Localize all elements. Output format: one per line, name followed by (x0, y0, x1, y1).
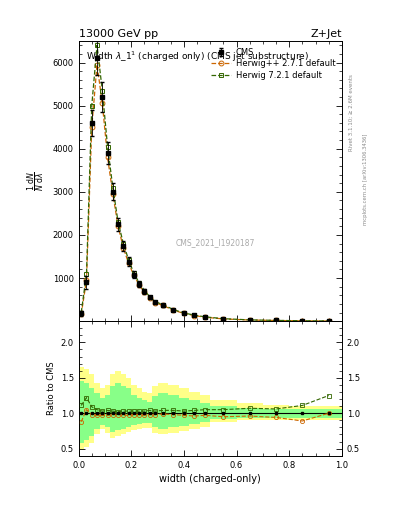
Y-axis label: Ratio to CMS: Ratio to CMS (48, 361, 57, 415)
Herwig++ 2.7.1 default (126, 260, 131, 266)
Herwig++ 2.7.1 default (326, 318, 331, 324)
Herwig++ 2.7.1 default (203, 314, 208, 321)
Herwig 7.2.1 default (100, 88, 105, 94)
Herwig++ 2.7.1 default (105, 154, 110, 160)
Herwig 7.2.1 default (326, 318, 331, 324)
Herwig++ 2.7.1 default (142, 289, 147, 295)
Herwig++ 2.7.1 default (147, 295, 152, 301)
Herwig++ 2.7.1 default (160, 303, 165, 309)
Herwig 7.2.1 default (84, 271, 89, 277)
Herwig 7.2.1 default (274, 317, 278, 324)
Herwig 7.2.1 default (126, 257, 131, 263)
Herwig 7.2.1 default (110, 184, 115, 190)
Herwig++ 2.7.1 default (152, 300, 157, 306)
Herwig 7.2.1 default (105, 143, 110, 150)
Text: mcplots.cern.ch [arXiv:1306.3436]: mcplots.cern.ch [arXiv:1306.3436] (363, 134, 368, 225)
Herwig 7.2.1 default (132, 270, 136, 276)
Herwig++ 2.7.1 default (132, 272, 136, 279)
Text: Rivet 3.1.10; ≥ 2.6M events: Rivet 3.1.10; ≥ 2.6M events (349, 74, 354, 151)
Herwig++ 2.7.1 default (182, 310, 186, 316)
Herwig 7.2.1 default (147, 293, 152, 300)
Herwig 7.2.1 default (203, 314, 208, 320)
Herwig 7.2.1 default (221, 315, 226, 322)
Herwig++ 2.7.1 default (79, 311, 84, 317)
Text: Z+Jet: Z+Jet (310, 29, 342, 39)
Herwig 7.2.1 default (300, 317, 305, 324)
Herwig++ 2.7.1 default (90, 124, 94, 130)
Herwig 7.2.1 default (137, 280, 141, 286)
Herwig++ 2.7.1 default (300, 318, 305, 324)
Herwig++ 2.7.1 default (248, 317, 252, 323)
Herwig++ 2.7.1 default (137, 282, 141, 288)
Herwig 7.2.1 default (182, 310, 186, 316)
Herwig++ 2.7.1 default (121, 245, 126, 251)
Herwig++ 2.7.1 default (84, 277, 89, 283)
Text: 13000 GeV pp: 13000 GeV pp (79, 29, 158, 39)
Herwig++ 2.7.1 default (110, 191, 115, 197)
Herwig++ 2.7.1 default (171, 307, 176, 313)
Herwig 7.2.1 default (90, 102, 94, 109)
Herwig 7.2.1 default (160, 302, 165, 308)
Herwig 7.2.1 default (95, 42, 99, 48)
Herwig++ 2.7.1 default (221, 316, 226, 322)
Herwig++ 2.7.1 default (95, 61, 99, 68)
Herwig++ 2.7.1 default (192, 312, 197, 318)
Herwig 7.2.1 default (171, 307, 176, 313)
Legend: CMS, Herwig++ 2.7.1 default, Herwig 7.2.1 default: CMS, Herwig++ 2.7.1 default, Herwig 7.2.… (208, 45, 338, 82)
Y-axis label: $\frac{1}{N}\frac{\mathrm{d}N}{\mathrm{d}\lambda}$: $\frac{1}{N}\frac{\mathrm{d}N}{\mathrm{d… (26, 171, 47, 191)
Herwig 7.2.1 default (248, 317, 252, 323)
Herwig 7.2.1 default (192, 312, 197, 318)
Herwig++ 2.7.1 default (274, 317, 278, 324)
Text: CMS_2021_I1920187: CMS_2021_I1920187 (176, 238, 255, 247)
Herwig++ 2.7.1 default (116, 223, 121, 229)
Text: Width $\lambda$_1$^{1}$ (charged only) (CMS jet substructure): Width $\lambda$_1$^{1}$ (charged only) (… (86, 49, 310, 64)
Line: Herwig++ 2.7.1 default: Herwig++ 2.7.1 default (79, 62, 331, 324)
Herwig 7.2.1 default (121, 241, 126, 247)
Line: Herwig 7.2.1 default: Herwig 7.2.1 default (79, 43, 331, 324)
Herwig 7.2.1 default (116, 219, 121, 225)
Herwig 7.2.1 default (142, 288, 147, 294)
Herwig 7.2.1 default (152, 298, 157, 305)
Herwig++ 2.7.1 default (100, 100, 105, 106)
Herwig 7.2.1 default (79, 309, 84, 315)
X-axis label: width (charged-only): width (charged-only) (160, 474, 261, 484)
